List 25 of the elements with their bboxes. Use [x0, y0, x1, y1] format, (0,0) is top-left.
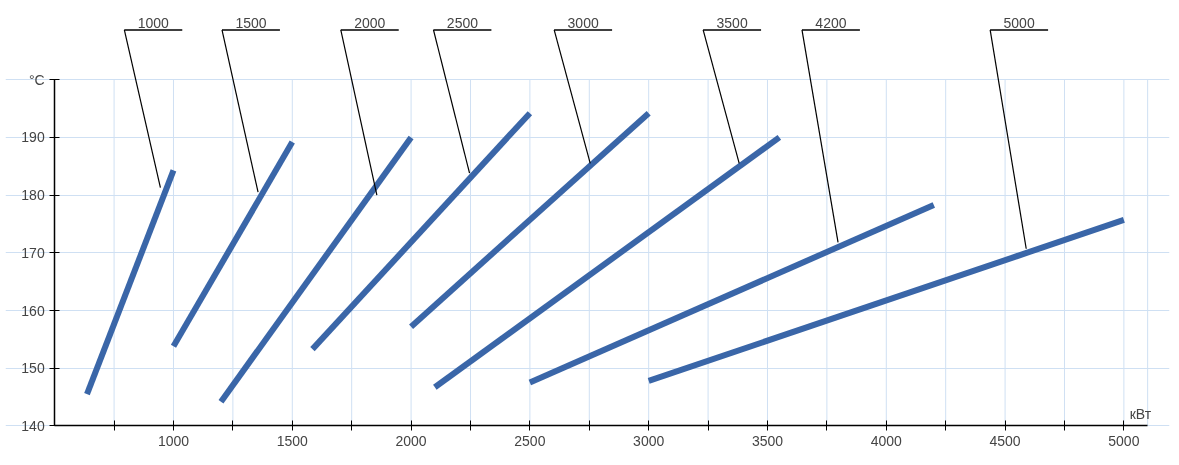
annotation: 1500 — [235, 14, 267, 31]
x-tick-label: 1000 — [157, 432, 190, 449]
annotation: 3000 — [567, 14, 599, 31]
x-tick-label: 4500 — [989, 432, 1021, 449]
y-tick-label: 140 — [21, 417, 45, 434]
annotation: 1000 — [137, 14, 170, 31]
annotation: 2500 — [446, 14, 479, 31]
annotation: 3500 — [716, 14, 748, 31]
x-tick-label: 1500 — [276, 432, 309, 449]
x-tick-label: 2000 — [395, 432, 427, 449]
x-tick-label: 4000 — [870, 432, 903, 449]
y-tick-label: 150 — [21, 360, 45, 377]
x-tick-label: 5000 — [1108, 432, 1140, 449]
annotation: 2000 — [354, 14, 386, 31]
x-axis-title: кВт — [1129, 405, 1152, 422]
x-tick-label: 3000 — [633, 432, 665, 449]
y-tick-label: 190 — [21, 129, 45, 146]
annotation: 4200 — [815, 14, 847, 31]
y-tick-label: 160 — [21, 302, 45, 319]
y-axis-title: °C — [28, 71, 45, 88]
y-tick-label: 170 — [21, 244, 45, 261]
x-tick-label: 3500 — [751, 432, 784, 449]
annotation: 5000 — [1003, 14, 1035, 31]
x-tick-label: 2500 — [514, 432, 546, 449]
y-tick-label: 180 — [21, 187, 45, 204]
